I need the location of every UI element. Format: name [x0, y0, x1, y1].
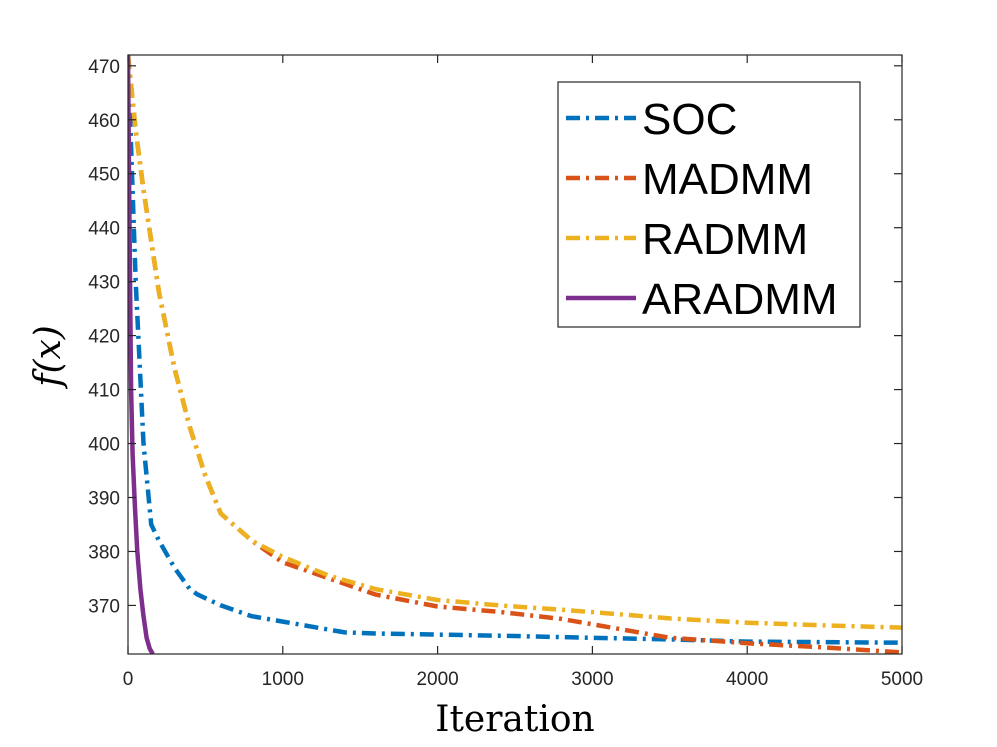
x-axis-title: Iteration — [435, 699, 595, 740]
y-tick-label: 370 — [88, 596, 120, 617]
y-tick-label: 380 — [88, 542, 120, 563]
y-tick-label: 400 — [88, 435, 120, 456]
x-tick-label: 2000 — [416, 669, 458, 690]
x-tick-label: 4000 — [726, 669, 768, 690]
series-line-soc — [128, 55, 902, 645]
legend-label-madmm: MADMM — [642, 155, 813, 204]
legend-label-aradmm: ARADMM — [642, 275, 838, 324]
y-tick-label: 420 — [88, 327, 120, 348]
y-tick-label: 390 — [88, 489, 120, 510]
y-tick-label: 410 — [88, 381, 120, 402]
y-tick-label: 430 — [88, 273, 120, 294]
x-tick-label: 5000 — [881, 669, 923, 690]
legend-box — [557, 81, 861, 328]
y-tick-label: 440 — [88, 219, 120, 240]
y-tick-label: 470 — [88, 57, 120, 78]
y-tick-label: 460 — [88, 111, 120, 132]
legend-label-soc: SOC — [642, 95, 737, 144]
y-tick-label: 450 — [88, 165, 120, 186]
series-line-radmm — [128, 55, 902, 630]
x-tick-label: 1000 — [262, 669, 304, 690]
axes-box — [127, 54, 903, 655]
legend-label-radmm: RADMM — [642, 215, 808, 264]
x-tick-label: 3000 — [571, 669, 613, 690]
y-axis-title: f(x) — [28, 325, 69, 390]
x-tick-label: 0 — [123, 669, 134, 690]
